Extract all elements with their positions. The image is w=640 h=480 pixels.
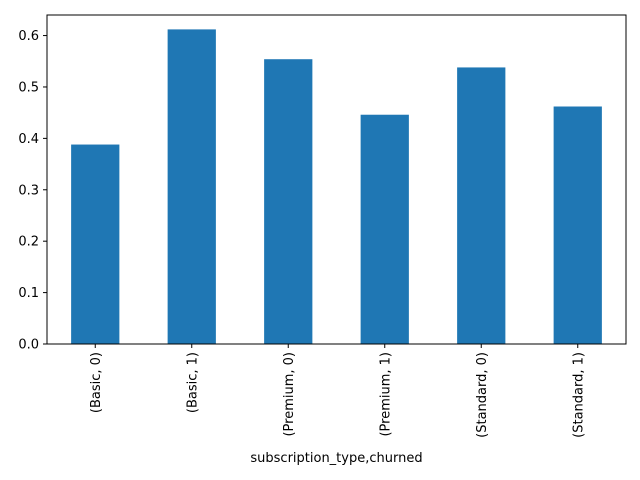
- bars-group: [71, 29, 602, 345]
- y-tick-label-3: 0.3: [18, 183, 39, 198]
- bar-4: [457, 67, 506, 344]
- bar-5: [553, 106, 602, 344]
- x-tick-label-3: (Premium, 1): [378, 352, 393, 437]
- x-tick-label-0: (Basic, 0): [89, 352, 104, 413]
- x-tick-label-4: (Standard, 0): [475, 352, 490, 438]
- x-axis-label: subscription_type,churned: [250, 451, 422, 466]
- plot-frame: [46, 14, 627, 345]
- x-tick-label-1: (Basic, 1): [185, 352, 200, 413]
- bar-1: [167, 29, 216, 345]
- x-tick-label-2: (Premium, 0): [282, 352, 297, 437]
- bar-0: [71, 144, 120, 344]
- y-tick-label-2: 0.2: [18, 235, 39, 250]
- y-tick-label-1: 0.1: [18, 286, 39, 301]
- bar-3: [360, 114, 409, 345]
- y-axis-ticks: 0.0 0.1 0.2 0.3 0.4 0.5 0.6: [18, 29, 47, 353]
- y-tick-label-0: 0.0: [18, 338, 39, 353]
- x-axis-ticks: (Basic, 0) (Basic, 1) (Premium, 0) (Premium…: [89, 344, 586, 438]
- bar-2: [264, 59, 313, 344]
- x-tick-label-5: (Standard, 1): [571, 352, 586, 438]
- y-tick-label-5: 0.5: [18, 80, 39, 95]
- y-tick-label-6: 0.6: [18, 29, 39, 44]
- y-tick-label-4: 0.4: [18, 132, 39, 147]
